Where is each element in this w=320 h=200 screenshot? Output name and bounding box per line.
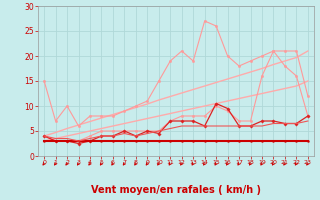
X-axis label: Vent moyen/en rafales ( km/h ): Vent moyen/en rafales ( km/h ) [91, 185, 261, 195]
